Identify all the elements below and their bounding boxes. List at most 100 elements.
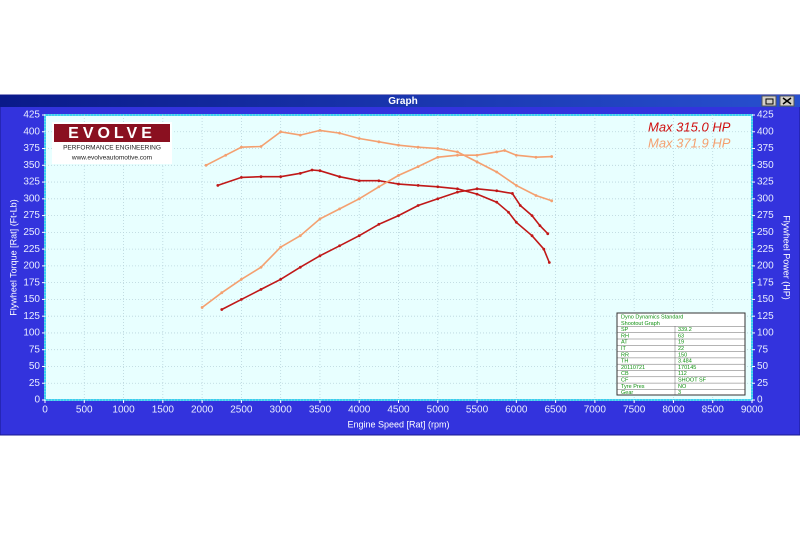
info-cell: RR bbox=[621, 352, 629, 358]
y-tick-label: 350 bbox=[23, 160, 40, 171]
point bbox=[279, 175, 283, 179]
point bbox=[357, 179, 361, 183]
y-tick-label: 300 bbox=[23, 193, 40, 204]
y2-tick-label: 25 bbox=[757, 378, 769, 389]
info-cell: 22 bbox=[678, 346, 684, 352]
y-axis-title: Flywheel Torque [Rat] (Ft-Lb) bbox=[8, 199, 18, 315]
x-tick-label: 7000 bbox=[584, 405, 607, 416]
point bbox=[318, 169, 322, 173]
window-controls[interactable] bbox=[761, 95, 795, 107]
info-cell: 63 bbox=[678, 333, 684, 339]
point bbox=[357, 234, 361, 238]
logo-brand: EVOLVE bbox=[68, 125, 156, 142]
info-cell: 3 bbox=[678, 390, 681, 396]
point bbox=[377, 222, 381, 226]
x-tick-label: 500 bbox=[76, 405, 93, 416]
point bbox=[216, 184, 220, 187]
y-tick-label: 250 bbox=[23, 227, 40, 238]
x-axis-title: Engine Speed [Rat] (rpm) bbox=[347, 419, 449, 429]
point bbox=[338, 207, 341, 211]
point bbox=[397, 214, 400, 217]
y2-tick-label: 350 bbox=[757, 160, 774, 171]
point bbox=[318, 217, 322, 221]
point bbox=[503, 149, 506, 152]
point bbox=[436, 147, 440, 150]
point bbox=[259, 265, 263, 269]
y2-tick-label: 200 bbox=[757, 261, 774, 272]
info-cell: Tyre Pres bbox=[621, 384, 645, 390]
info-cell: CF bbox=[621, 377, 629, 383]
point bbox=[298, 234, 302, 238]
point bbox=[220, 308, 224, 311]
point bbox=[475, 153, 479, 157]
point bbox=[456, 190, 459, 194]
point bbox=[456, 150, 459, 154]
point bbox=[416, 165, 420, 169]
x-tick-label: 2500 bbox=[230, 405, 253, 416]
x-tick-label: 0 bbox=[42, 405, 48, 416]
y-tick-label: 325 bbox=[23, 177, 40, 188]
x-tick-label: 1500 bbox=[152, 405, 175, 416]
y2-tick-label: 75 bbox=[757, 344, 769, 355]
info-cell: TH bbox=[621, 359, 628, 365]
point bbox=[518, 204, 522, 207]
point bbox=[279, 277, 283, 281]
point bbox=[475, 160, 479, 164]
y2-tick-label: 50 bbox=[757, 361, 769, 372]
info-box bbox=[616, 312, 746, 396]
point bbox=[456, 153, 459, 157]
restore-icon bbox=[765, 98, 774, 105]
point bbox=[436, 197, 440, 201]
close-icon bbox=[782, 97, 792, 105]
x-tick-label: 9000 bbox=[741, 405, 764, 416]
point bbox=[239, 175, 243, 179]
point bbox=[507, 210, 510, 214]
x-tick-label: 6500 bbox=[544, 405, 567, 416]
x-tick-label: 5000 bbox=[427, 405, 450, 416]
point bbox=[550, 155, 554, 158]
point bbox=[530, 214, 534, 217]
point bbox=[310, 168, 314, 172]
point bbox=[357, 197, 361, 201]
point bbox=[514, 153, 518, 157]
point bbox=[279, 245, 283, 249]
point bbox=[538, 224, 542, 228]
info-cell: 170145 bbox=[678, 365, 696, 371]
point bbox=[239, 298, 243, 301]
y-tick-label: 0 bbox=[34, 395, 40, 406]
info-cell: 3.484 bbox=[678, 359, 692, 365]
x-tick-label: 8500 bbox=[702, 405, 725, 416]
point bbox=[338, 131, 341, 135]
point bbox=[416, 145, 420, 149]
y2-tick-label: 300 bbox=[757, 193, 774, 204]
point bbox=[377, 140, 381, 144]
point bbox=[511, 192, 514, 195]
info-cell: RH bbox=[621, 333, 629, 339]
point bbox=[475, 187, 479, 191]
y-tick-label: 175 bbox=[23, 277, 40, 288]
x-tick-label: 3500 bbox=[309, 405, 332, 416]
window-title: Graph bbox=[388, 96, 417, 107]
point bbox=[495, 189, 499, 193]
y-tick-label: 125 bbox=[23, 311, 40, 322]
x-tick-label: 1000 bbox=[112, 405, 135, 416]
info-cell: 112 bbox=[678, 371, 687, 377]
point bbox=[318, 254, 322, 258]
curve bbox=[221, 187, 549, 311]
info-cell: 339.2 bbox=[678, 327, 692, 333]
point bbox=[259, 287, 263, 291]
point bbox=[542, 247, 546, 251]
point bbox=[475, 192, 479, 196]
y-tick-label: 150 bbox=[23, 294, 40, 305]
point bbox=[546, 232, 550, 236]
point bbox=[514, 220, 518, 224]
point bbox=[318, 129, 322, 132]
y-tick-label: 25 bbox=[29, 378, 41, 389]
point bbox=[397, 143, 400, 147]
title-bar bbox=[0, 95, 800, 107]
point bbox=[357, 137, 361, 140]
info-cell: NO bbox=[678, 384, 687, 390]
point bbox=[534, 194, 538, 197]
restore-button[interactable] bbox=[761, 95, 777, 107]
